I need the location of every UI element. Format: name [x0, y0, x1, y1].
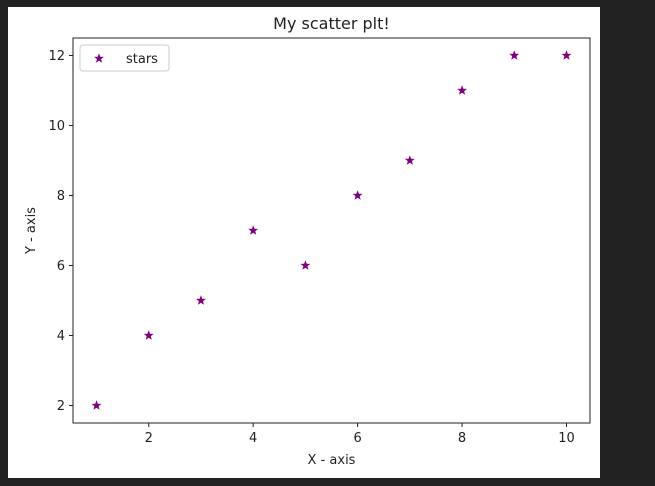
y-tick-label: 2 — [57, 399, 65, 414]
star-point-icon — [91, 400, 102, 410]
data-points — [91, 50, 572, 410]
y-tick-label: 8 — [57, 189, 65, 204]
x-axis-label: X - axis — [308, 453, 356, 468]
x-tick-label: 2 — [145, 431, 153, 446]
scatter-chart: My scatter plt! 2 4 6 8 10 2 4 6 8 10 12 X - axis… — [24, 14, 591, 468]
legend-entry-stars: stars — [126, 52, 158, 67]
y-tick-label: 6 — [57, 259, 65, 274]
star-point-icon — [561, 50, 572, 60]
star-point-icon — [509, 50, 520, 60]
legend-box — [79, 44, 170, 72]
star-point-icon — [196, 295, 206, 305]
star-point-icon — [248, 225, 259, 235]
plot-area — [72, 37, 591, 424]
star-point-icon — [404, 155, 415, 165]
x-tick-label: 10 — [558, 431, 575, 446]
y-tick-label: 10 — [48, 119, 65, 134]
y-tick-label: 4 — [57, 329, 65, 344]
y-axis-label: Y - axis — [24, 207, 39, 255]
x-axis-ticks: 2 4 6 8 10 — [145, 423, 575, 446]
star-point-icon — [300, 260, 311, 270]
legend: stars — [79, 44, 170, 72]
star-point-icon — [143, 330, 154, 340]
y-tick-label: 12 — [48, 49, 65, 64]
legend-star-icon — [94, 53, 104, 63]
chart-title: My scatter plt! — [273, 14, 390, 33]
y-axis-ticks: 2 4 6 8 10 12 — [48, 49, 73, 414]
x-tick-label: 8 — [458, 431, 466, 446]
star-point-icon — [457, 85, 467, 95]
x-tick-label: 4 — [249, 431, 257, 446]
figure-canvas: My scatter plt! 2 4 6 8 10 2 4 6 8 10 12 X - axis… — [8, 7, 600, 478]
star-point-icon — [352, 190, 363, 200]
x-tick-label: 6 — [353, 431, 361, 446]
